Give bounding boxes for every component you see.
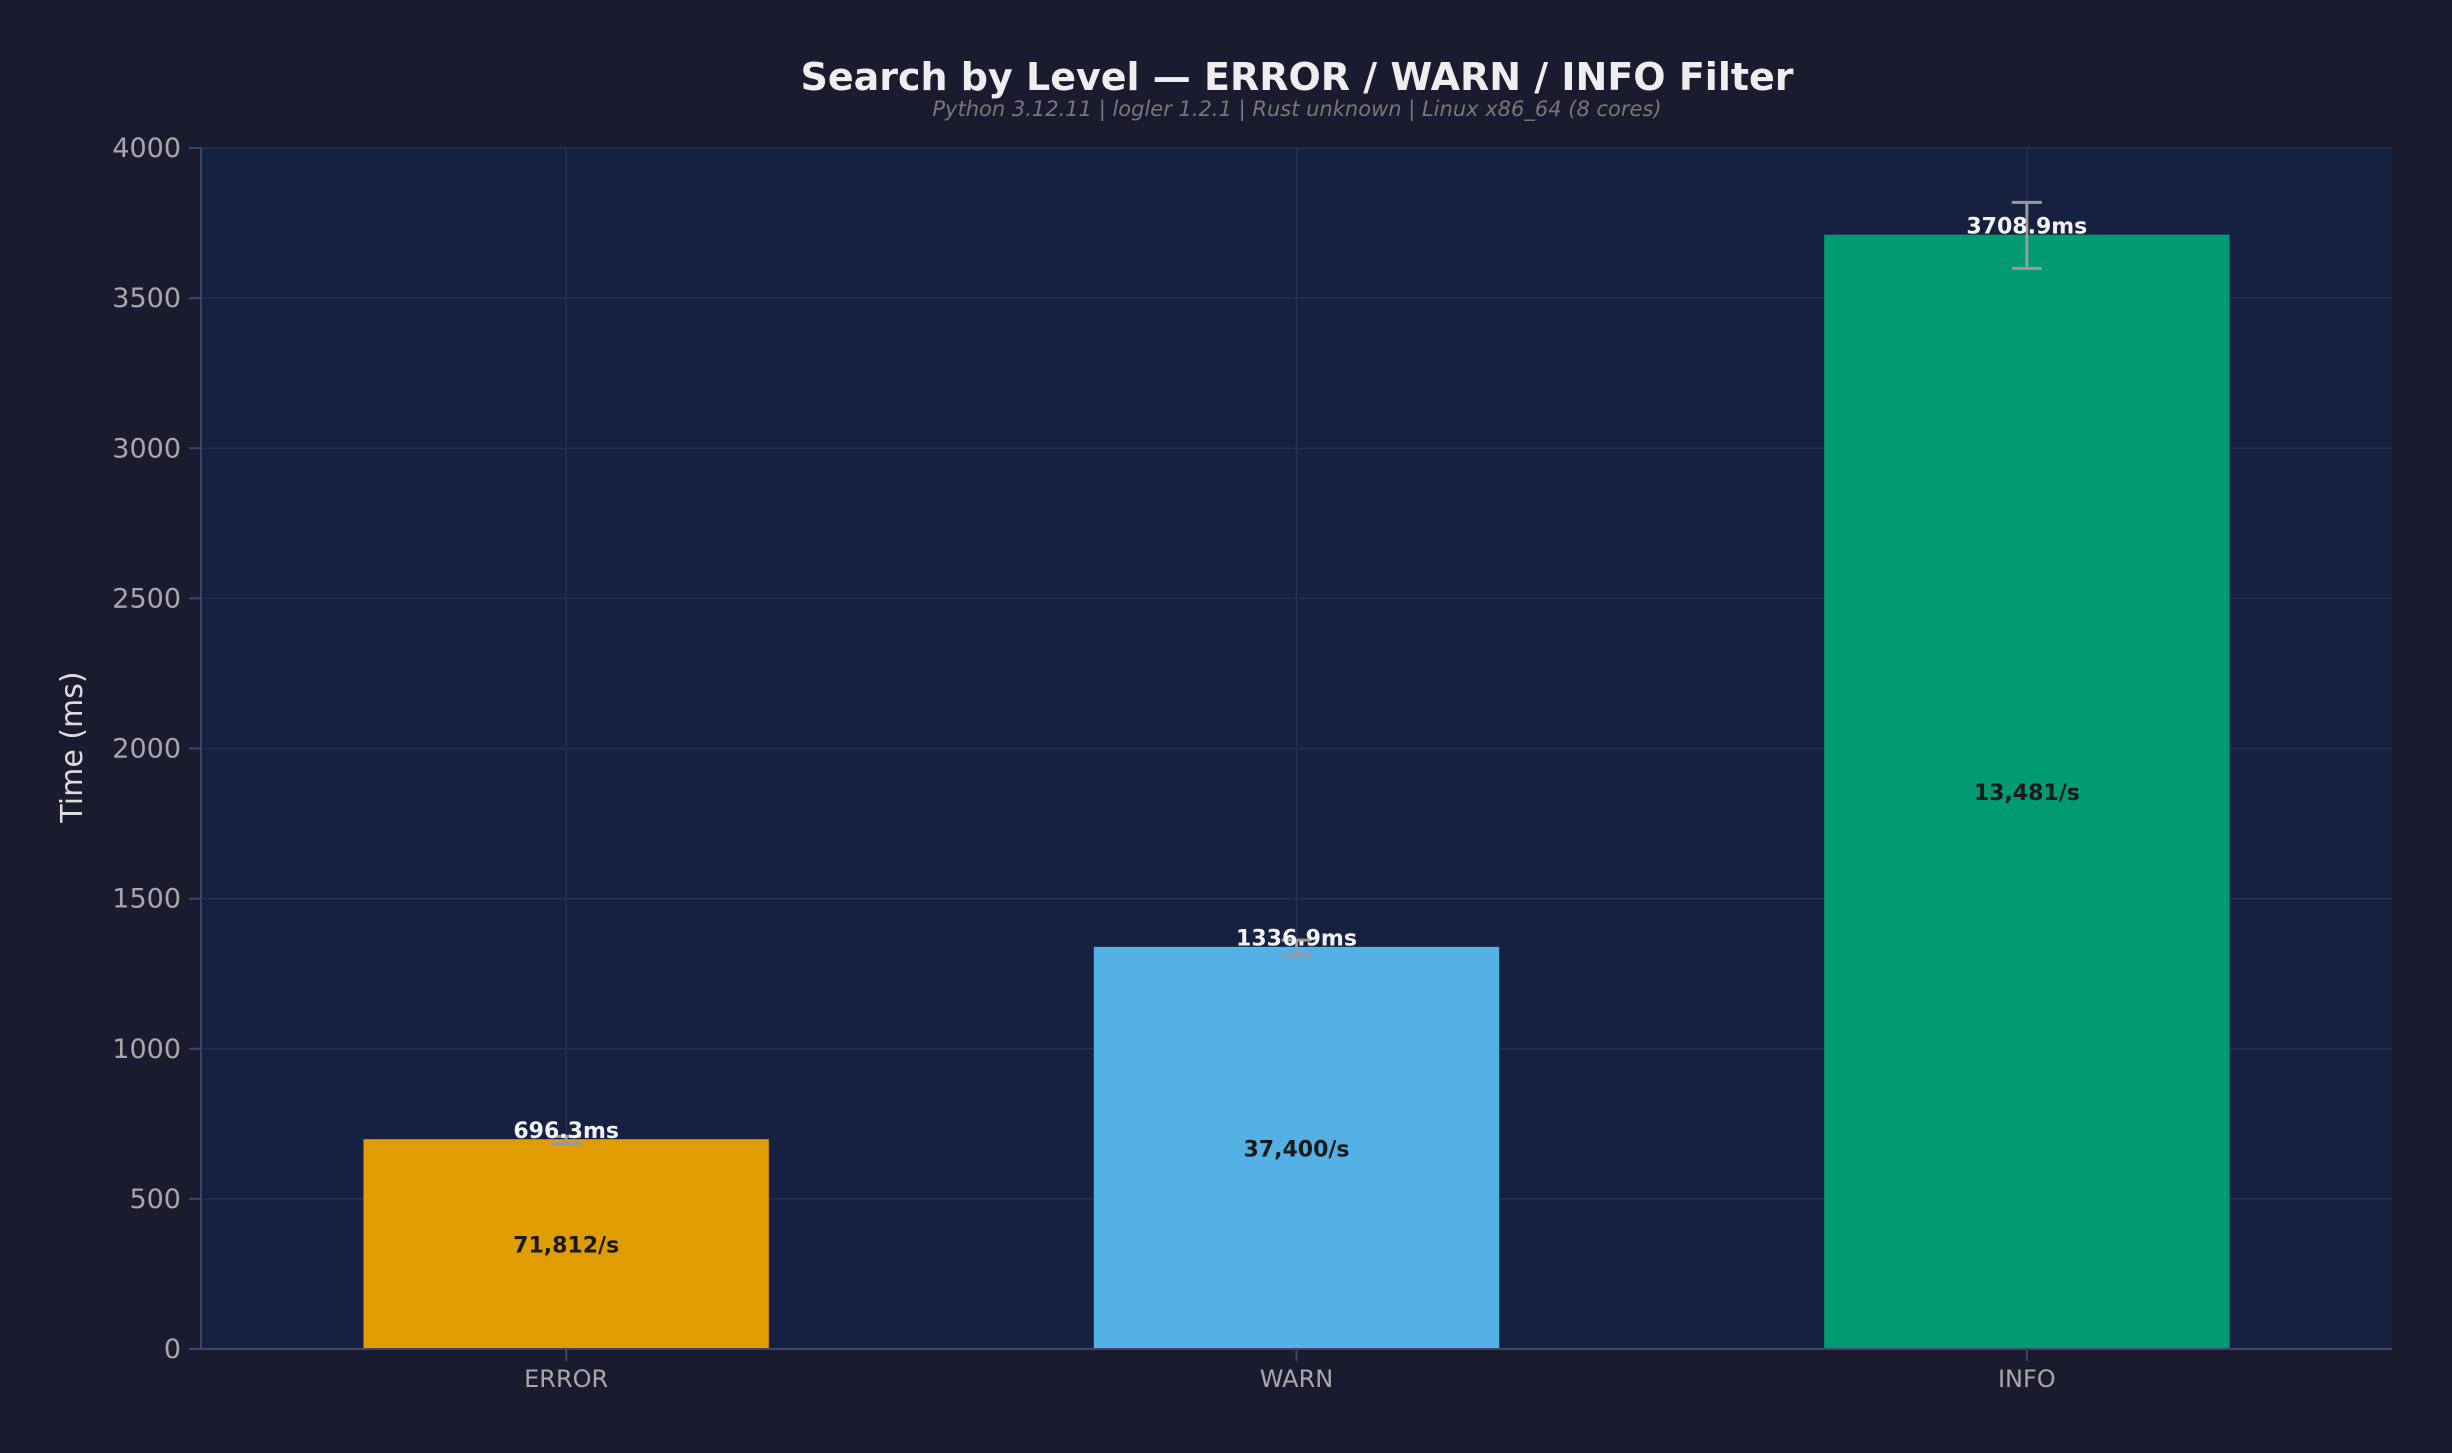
chart-subtitle: Python 3.12.11 | logler 1.2.1 | Rust unk… — [932, 97, 1661, 122]
bar-value-label: 3708.9ms — [1966, 214, 2087, 239]
y-tick-label: 3000 — [112, 433, 181, 464]
bars: 696.3ms 71,812/s 1336.9ms 37,400/s 3708.9ms 1… — [363, 200, 2230, 1350]
y-tick-label: 0 — [164, 1334, 181, 1365]
y-tick-label: 1500 — [112, 884, 181, 915]
axes: 0 500 1000 1500 2000 2500 3000 3500 4000 ERROR WAR… — [112, 133, 2392, 1393]
y-axis-title: Time (ms) — [55, 671, 90, 823]
y-tick-label: 3500 — [112, 283, 181, 314]
bar-rate-label: 37,400/s — [1243, 1137, 1349, 1162]
y-tick-label: 500 — [129, 1184, 181, 1215]
bar-info — [1824, 234, 2230, 1350]
y-tick-label: 4000 — [112, 133, 181, 164]
bar-rate-label: 13,481/s — [1974, 781, 2080, 806]
y-tick-label: 2000 — [112, 734, 181, 765]
bar-rate-label: 71,812/s — [513, 1233, 619, 1258]
y-tick-label: 1000 — [112, 1034, 181, 1065]
x-tick-label: INFO — [1998, 1365, 2056, 1393]
bar-value-label: 696.3ms — [513, 1119, 619, 1144]
bar-error — [363, 1139, 769, 1350]
bar-value-label: 1336.9ms — [1236, 927, 1357, 952]
chart-title: Search by Level — ERROR / WARN / INFO Fi… — [800, 55, 1793, 99]
x-tick-label: ERROR — [524, 1365, 608, 1393]
x-tick-label: WARN — [1260, 1365, 1333, 1393]
bar-warn — [1093, 946, 1500, 1350]
y-tick-label: 2500 — [112, 583, 181, 614]
